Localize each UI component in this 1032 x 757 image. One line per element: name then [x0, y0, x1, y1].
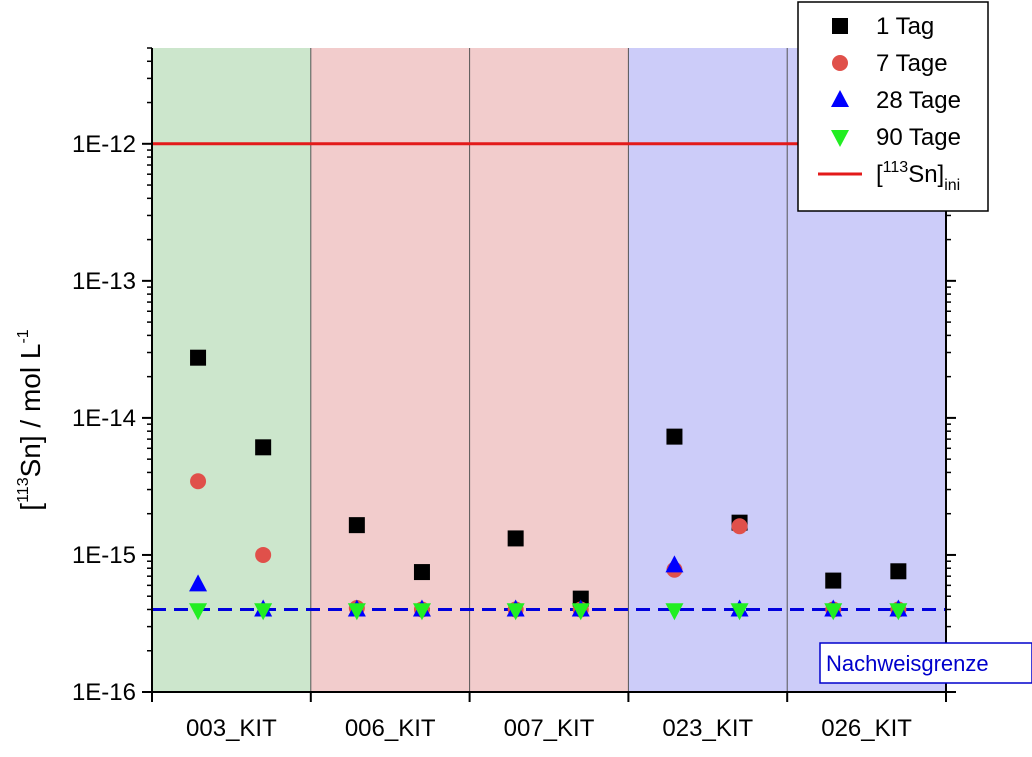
x-tick-label: 007_KIT: [504, 715, 595, 742]
y-label-prefix: [: [15, 503, 46, 511]
category-background-003_KIT: [152, 48, 311, 692]
data-point-square: [255, 439, 272, 456]
data-point-square: [190, 349, 207, 366]
detection-limit-label: Nachweisgrenze: [826, 651, 989, 676]
y-tick-label: 1E-16: [72, 679, 136, 706]
data-point-square: [413, 564, 430, 581]
legend-label-part: [: [876, 161, 883, 188]
data-point-triangle-up: [665, 555, 684, 573]
data-point-square: [507, 530, 524, 547]
legend-label-part: 113: [883, 159, 909, 176]
x-tick-label: 003_KIT: [186, 715, 277, 742]
data-point-triangle-down: [889, 603, 908, 621]
y-tick-label: 1E-12: [72, 131, 136, 158]
x-tick-label: 026_KIT: [821, 715, 912, 742]
category-backgrounds: [152, 48, 946, 692]
legend-marker-triangle-up: [831, 90, 849, 107]
legend-marker-triangle-down: [831, 130, 849, 147]
legend-label-part: Sn]: [908, 161, 944, 188]
x-tick-label: 023_KIT: [662, 715, 753, 742]
y-label-exponent: -1: [15, 329, 32, 343]
data-point-triangle-down: [730, 603, 749, 621]
legend-label: 7 Tage: [876, 50, 948, 77]
data-point-square: [825, 572, 842, 589]
data-point-triangle-down: [347, 603, 366, 621]
data-point-triangle-down: [506, 603, 525, 621]
legend-marker-circle: [832, 55, 848, 71]
data-point-triangle-up: [189, 574, 208, 592]
category-background-023_KIT: [628, 48, 788, 692]
data-point-circle: [731, 518, 748, 535]
data-point-circle: [255, 546, 272, 563]
legend-label: 28 Tage: [876, 87, 961, 114]
legend-marker-square: [832, 18, 848, 34]
legend-label: 90 Tage: [876, 124, 961, 151]
data-point-triangle-down: [254, 603, 273, 621]
data-point-square: [666, 428, 683, 445]
legend-label-initial: [113Sn]ini: [876, 159, 960, 194]
data-point-square: [348, 517, 365, 534]
x-tick-label: 006_KIT: [345, 715, 436, 742]
legend-label-part: ini: [944, 177, 960, 194]
y-tick-label: 1E-13: [72, 268, 136, 295]
y-label-isotope: 113: [15, 477, 32, 503]
data-point-triangle-down: [571, 603, 590, 621]
legend-box: [797, 1, 989, 212]
category-background-006_KIT: [310, 48, 470, 692]
data-point-circle: [190, 473, 207, 490]
category-background-007_KIT: [469, 48, 629, 692]
data-point-triangle-down: [665, 603, 684, 621]
y-tick-label: 1E-15: [72, 542, 136, 569]
data-point-square: [890, 563, 907, 580]
y-label-main: Sn] / mol L: [15, 344, 46, 478]
y-axis-label: [113Sn] / mol L-1: [15, 329, 46, 510]
detection-limit-note: Nachweisgrenze: [819, 642, 1032, 684]
y-tick-label: 1E-14: [72, 405, 136, 432]
data-point-triangle-down: [412, 603, 431, 621]
axis-labels: [113Sn] / mol L-1: [15, 329, 46, 510]
legend: 1 Tag 7 Tage 28 Tage 90 Tage [113Sn]ini: [797, 1, 989, 212]
data-point-triangle-down: [824, 603, 843, 621]
data-points: [189, 349, 908, 621]
detection-limit-label-box: [819, 642, 1032, 684]
data-point-triangle-down: [189, 603, 208, 621]
axes: 1E-16 1E-15 1E-14 1E-13 1E-12 003_KIT 006_KIT 0…: [72, 47, 956, 742]
legend-label: 1 Tag: [876, 13, 934, 40]
